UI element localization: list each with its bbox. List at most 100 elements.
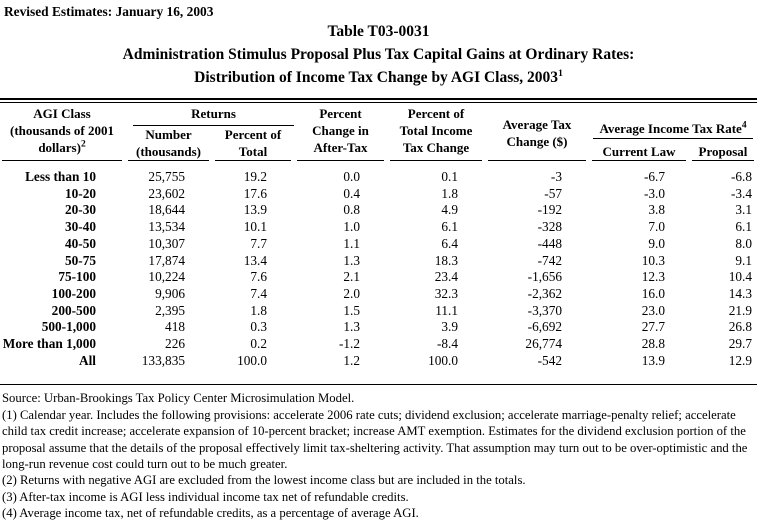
value-cell-returns-number: 18,644: [148, 202, 185, 218]
agi-class-cell: 30-40: [64, 219, 96, 235]
value-cell-rate-current-law: 16.0: [641, 285, 665, 301]
value-cell-rate-proposal: 21.9: [728, 302, 752, 318]
value-cell-average-tax-change: -2,362: [527, 285, 562, 301]
table-bottom-rule: [0, 384, 757, 386]
value-cell-percent-change-after-tax: 1.3: [343, 319, 360, 335]
value-cell-returns-percent-of-total: 100.0: [237, 352, 267, 368]
value-cell-average-tax-change: 26,774: [525, 336, 562, 352]
value-cell-rate-proposal: 10.4: [728, 269, 752, 285]
value-cell-returns-number: 133,835: [141, 352, 185, 368]
value-cell-percent-of-total-income-tax-change: 0.1: [441, 169, 458, 184]
table-row: 75-100 10,224 7.6 2.1 23.4 -1,656 12.3 10.4: [0, 269, 757, 286]
subtitle-text: Distribution of Income Tax Change by AGI…: [194, 69, 559, 86]
value-cell-percent-of-total-income-tax-change: 23.4: [434, 269, 458, 285]
value-cell-returns-percent-of-total: 7.6: [250, 269, 267, 285]
value-cell-rate-current-law: -6.7: [643, 169, 665, 184]
value-cell-percent-change-after-tax: 0.8: [343, 202, 360, 218]
value-cell-returns-number: 25,755: [148, 169, 185, 184]
value-cell-percent-change-after-tax: 0.4: [343, 185, 360, 201]
table-top-rule: [0, 98, 757, 103]
value-cell-rate-proposal: 8.0: [735, 235, 752, 251]
footnote-4: (4) Average income tax, net of refundabl…: [2, 506, 419, 521]
value-cell-percent-of-total-income-tax-change: 11.1: [435, 302, 458, 318]
footnotes-section: Source: Urban-Brookings Tax Policy Cente…: [0, 390, 757, 521]
table-row: 50-75 17,874 13.4 1.3 18.3 -742 10.3 9.1: [0, 253, 757, 270]
value-cell-returns-number: 10,224: [148, 269, 185, 285]
value-cell-percent-of-total-income-tax-change: 18.3: [434, 252, 458, 268]
value-cell-average-tax-change: -328: [537, 219, 562, 235]
header-current-law: Current Law: [592, 139, 686, 161]
value-cell-average-tax-change: -1,656: [527, 269, 562, 285]
value-cell-rate-proposal: -3.4: [730, 185, 752, 201]
value-cell-returns-percent-of-total: 0.3: [250, 319, 267, 335]
value-cell-average-tax-change: -192: [537, 202, 562, 218]
value-cell-percent-of-total-income-tax-change: 6.1: [441, 219, 458, 235]
table-row: More than 1,000 226 0.2 -1.2 -8.4 26,774 28.8 2…: [0, 336, 757, 353]
header-percent-of-total-income-tax-change: Percent of Total Income Tax Change: [390, 103, 482, 161]
value-cell-returns-number: 418: [165, 319, 185, 335]
value-cell-rate-proposal: 29.7: [728, 336, 752, 352]
table-row: 10-20 23,602 17.6 0.4 1.8 -57 -3.0 -3.4: [0, 186, 757, 203]
value-cell-returns-percent-of-total: 13.4: [243, 252, 267, 268]
agi-class-cell: 200-500: [51, 302, 96, 318]
value-cell-percent-change-after-tax: 2.0: [343, 285, 360, 301]
value-cell-rate-current-law: 13.9: [641, 352, 665, 368]
agi-class-cell: 500-1,000: [41, 319, 96, 335]
value-cell-returns-percent-of-total: 0.2: [250, 336, 267, 352]
value-cell-average-tax-change: -742: [537, 252, 562, 268]
agi-class-cell: More than 1,000: [2, 336, 96, 352]
value-cell-percent-change-after-tax: 1.3: [343, 252, 360, 268]
value-cell-percent-of-total-income-tax-change: 3.9: [441, 319, 458, 335]
value-cell-returns-number: 13,534: [148, 219, 185, 235]
value-cell-returns-number: 226: [165, 336, 185, 352]
value-cell-returns-percent-of-total: 7.7: [250, 235, 267, 251]
value-cell-average-tax-change: -6,692: [527, 319, 562, 335]
footnote-marker-4: 4: [741, 120, 747, 131]
footnote-marker-2: 2: [80, 139, 86, 150]
value-cell-returns-number: 17,874: [148, 252, 185, 268]
footnote-3: (3) After-tax income is AGI less individ…: [2, 489, 409, 504]
value-cell-rate-proposal: 12.9: [728, 352, 752, 368]
value-cell-returns-number: 2,395: [155, 302, 185, 318]
table-row: 40-50 10,307 7.7 1.1 6.4 -448 9.0 8.0: [0, 236, 757, 253]
agi-class-cell: 75-100: [58, 269, 96, 285]
value-cell-returns-percent-of-total: 10.1: [243, 219, 267, 235]
value-cell-rate-proposal: 14.3: [728, 285, 752, 301]
value-cell-average-tax-change: -57: [544, 185, 562, 201]
value-cell-returns-percent-of-total: 13.9: [243, 202, 267, 218]
value-cell-percent-of-total-income-tax-change: 1.8: [441, 185, 458, 201]
value-cell-returns-number: 10,307: [148, 235, 185, 251]
value-cell-percent-of-total-income-tax-change: 32.3: [434, 285, 458, 301]
value-cell-rate-current-law: 12.3: [641, 269, 665, 285]
value-cell-rate-current-law: 28.8: [641, 336, 665, 352]
value-cell-returns-percent-of-total: 17.6: [243, 185, 267, 201]
income-tax-table: AGI Class (thousands of 2001 dollars)2 R…: [0, 98, 757, 386]
value-cell-average-tax-change: -3,370: [527, 302, 562, 318]
header-proposal: Proposal: [692, 139, 754, 161]
revised-estimates-label: Revised Estimates: January 16, 2003: [4, 4, 214, 19]
header-average-income-tax-rate-group: Average Income Tax Rate4 Current Law Pro…: [589, 103, 757, 161]
value-cell-rate-current-law: 23.0: [641, 302, 665, 318]
value-cell-percent-change-after-tax: -1.2: [338, 336, 360, 352]
value-cell-rate-current-law: 27.7: [641, 319, 665, 335]
value-cell-percent-change-after-tax: 1.5: [343, 302, 360, 318]
header-average-tax-change: Average Tax Change ($): [488, 103, 586, 161]
table-subtitle-line2: Distribution of Income Tax Change by AGI…: [0, 69, 757, 86]
table-row: 20-30 18,644 13.9 0.8 4.9 -192 3.8 3.1: [0, 202, 757, 219]
value-cell-returns-percent-of-total: 7.4: [250, 285, 267, 301]
agi-class-cell: 40-50: [64, 235, 96, 251]
value-cell-average-tax-change: -448: [537, 235, 562, 251]
table-row: 30-40 13,534 10.1 1.0 6.1 -328 7.0 6.1: [0, 219, 757, 236]
value-cell-average-tax-change: -3: [550, 169, 562, 184]
value-cell-rate-current-law: -3.0: [643, 185, 665, 201]
header-returns-label: Returns: [133, 103, 294, 126]
agi-class-cell: Less than 10: [25, 169, 96, 184]
value-cell-average-tax-change: -542: [537, 352, 562, 368]
value-cell-returns-number: 23,602: [148, 185, 185, 201]
header-agi-class: AGI Class (thousands of 2001 dollars)2: [2, 103, 122, 161]
value-cell-percent-change-after-tax: 0.0: [343, 169, 360, 184]
value-cell-percent-of-total-income-tax-change: 4.9: [441, 202, 458, 218]
header-returns-percent-of-total: Percent of Total: [215, 126, 291, 161]
table-body: Less than 10 25,755 19.2 0.0 0.1 -3 -6.7 -6.8 10…: [0, 160, 757, 384]
